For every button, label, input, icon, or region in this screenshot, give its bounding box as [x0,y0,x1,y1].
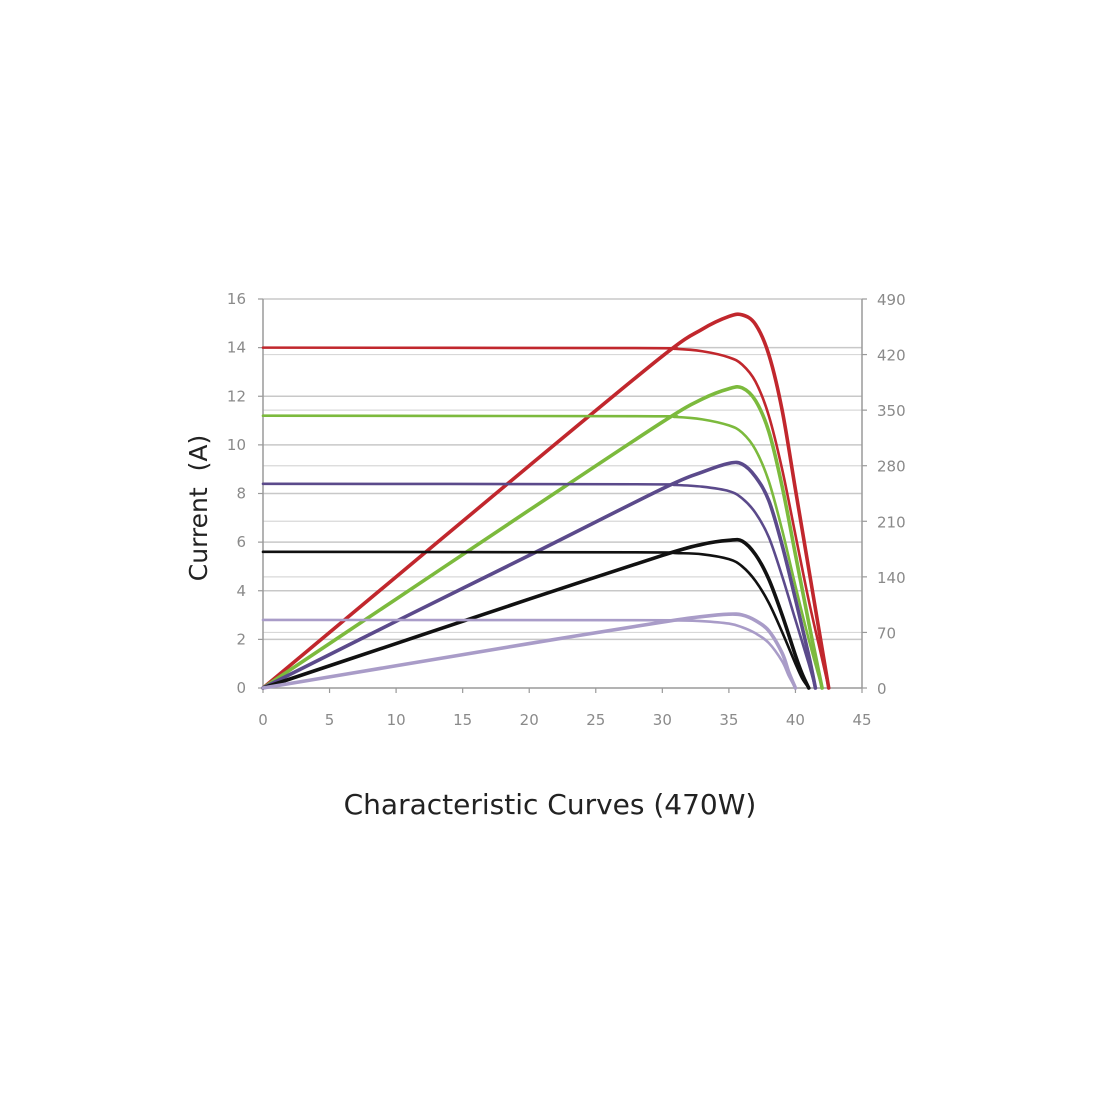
tick-labels: 0 5 10 15 20 25 30 35 40 45 0 2 4 6 8 10 12 14 16 0 70 140 210… [227,290,906,729]
y2-tick-label-6: 420 [877,347,906,365]
x-tick-label-7: 35 [719,711,738,729]
series-5-power-line [261,460,818,690]
chart-caption: Characteristic Curves (470W) [343,788,757,821]
axes [258,298,867,693]
x-tick-label-0: 0 [258,711,268,729]
y-tick-label-4: 8 [236,485,246,503]
x-tick-label-5: 25 [586,711,605,729]
y-tick-label-2: 4 [236,582,246,600]
x-tick-label-1: 5 [325,711,335,729]
series-0-current-line [261,346,831,690]
y-tick-label-1: 2 [236,630,246,648]
x-tick-label-9: 45 [852,711,871,729]
y2-tick-label-5: 350 [877,402,906,420]
y2-tick-label-2: 140 [877,569,906,587]
y-axis-label: Current (A) [184,435,213,581]
series-8-current-line [261,618,797,690]
series-7-power-line [261,537,811,690]
y2-tick-label-4: 280 [877,458,906,476]
series-1-power-line [261,312,831,690]
series-9-power-line [261,612,798,690]
x-tick-label-4: 20 [520,711,539,729]
x-tick-label-2: 10 [387,711,406,729]
y-tick-label-6: 12 [227,387,246,405]
y2-tick-label-7: 490 [877,291,906,309]
y2-tick-label-3: 210 [877,513,906,531]
series-6-current-line [261,550,811,690]
x-tick-label-8: 40 [786,711,805,729]
y-tick-label-8: 16 [227,290,246,308]
x-tick-label-6: 30 [653,711,672,729]
y-tick-label-5: 10 [227,436,246,454]
series-4-current-line [261,482,817,690]
y-tick-label-0: 0 [236,679,246,697]
y-tick-label-7: 14 [227,339,246,357]
y-tick-label-3: 6 [236,533,246,551]
y2-tick-label-1: 70 [877,624,896,642]
series-lines [261,312,831,690]
x-tick-label-3: 15 [453,711,472,729]
series-2-current-line [261,414,824,690]
y2-tick-label-0: 0 [877,680,887,698]
